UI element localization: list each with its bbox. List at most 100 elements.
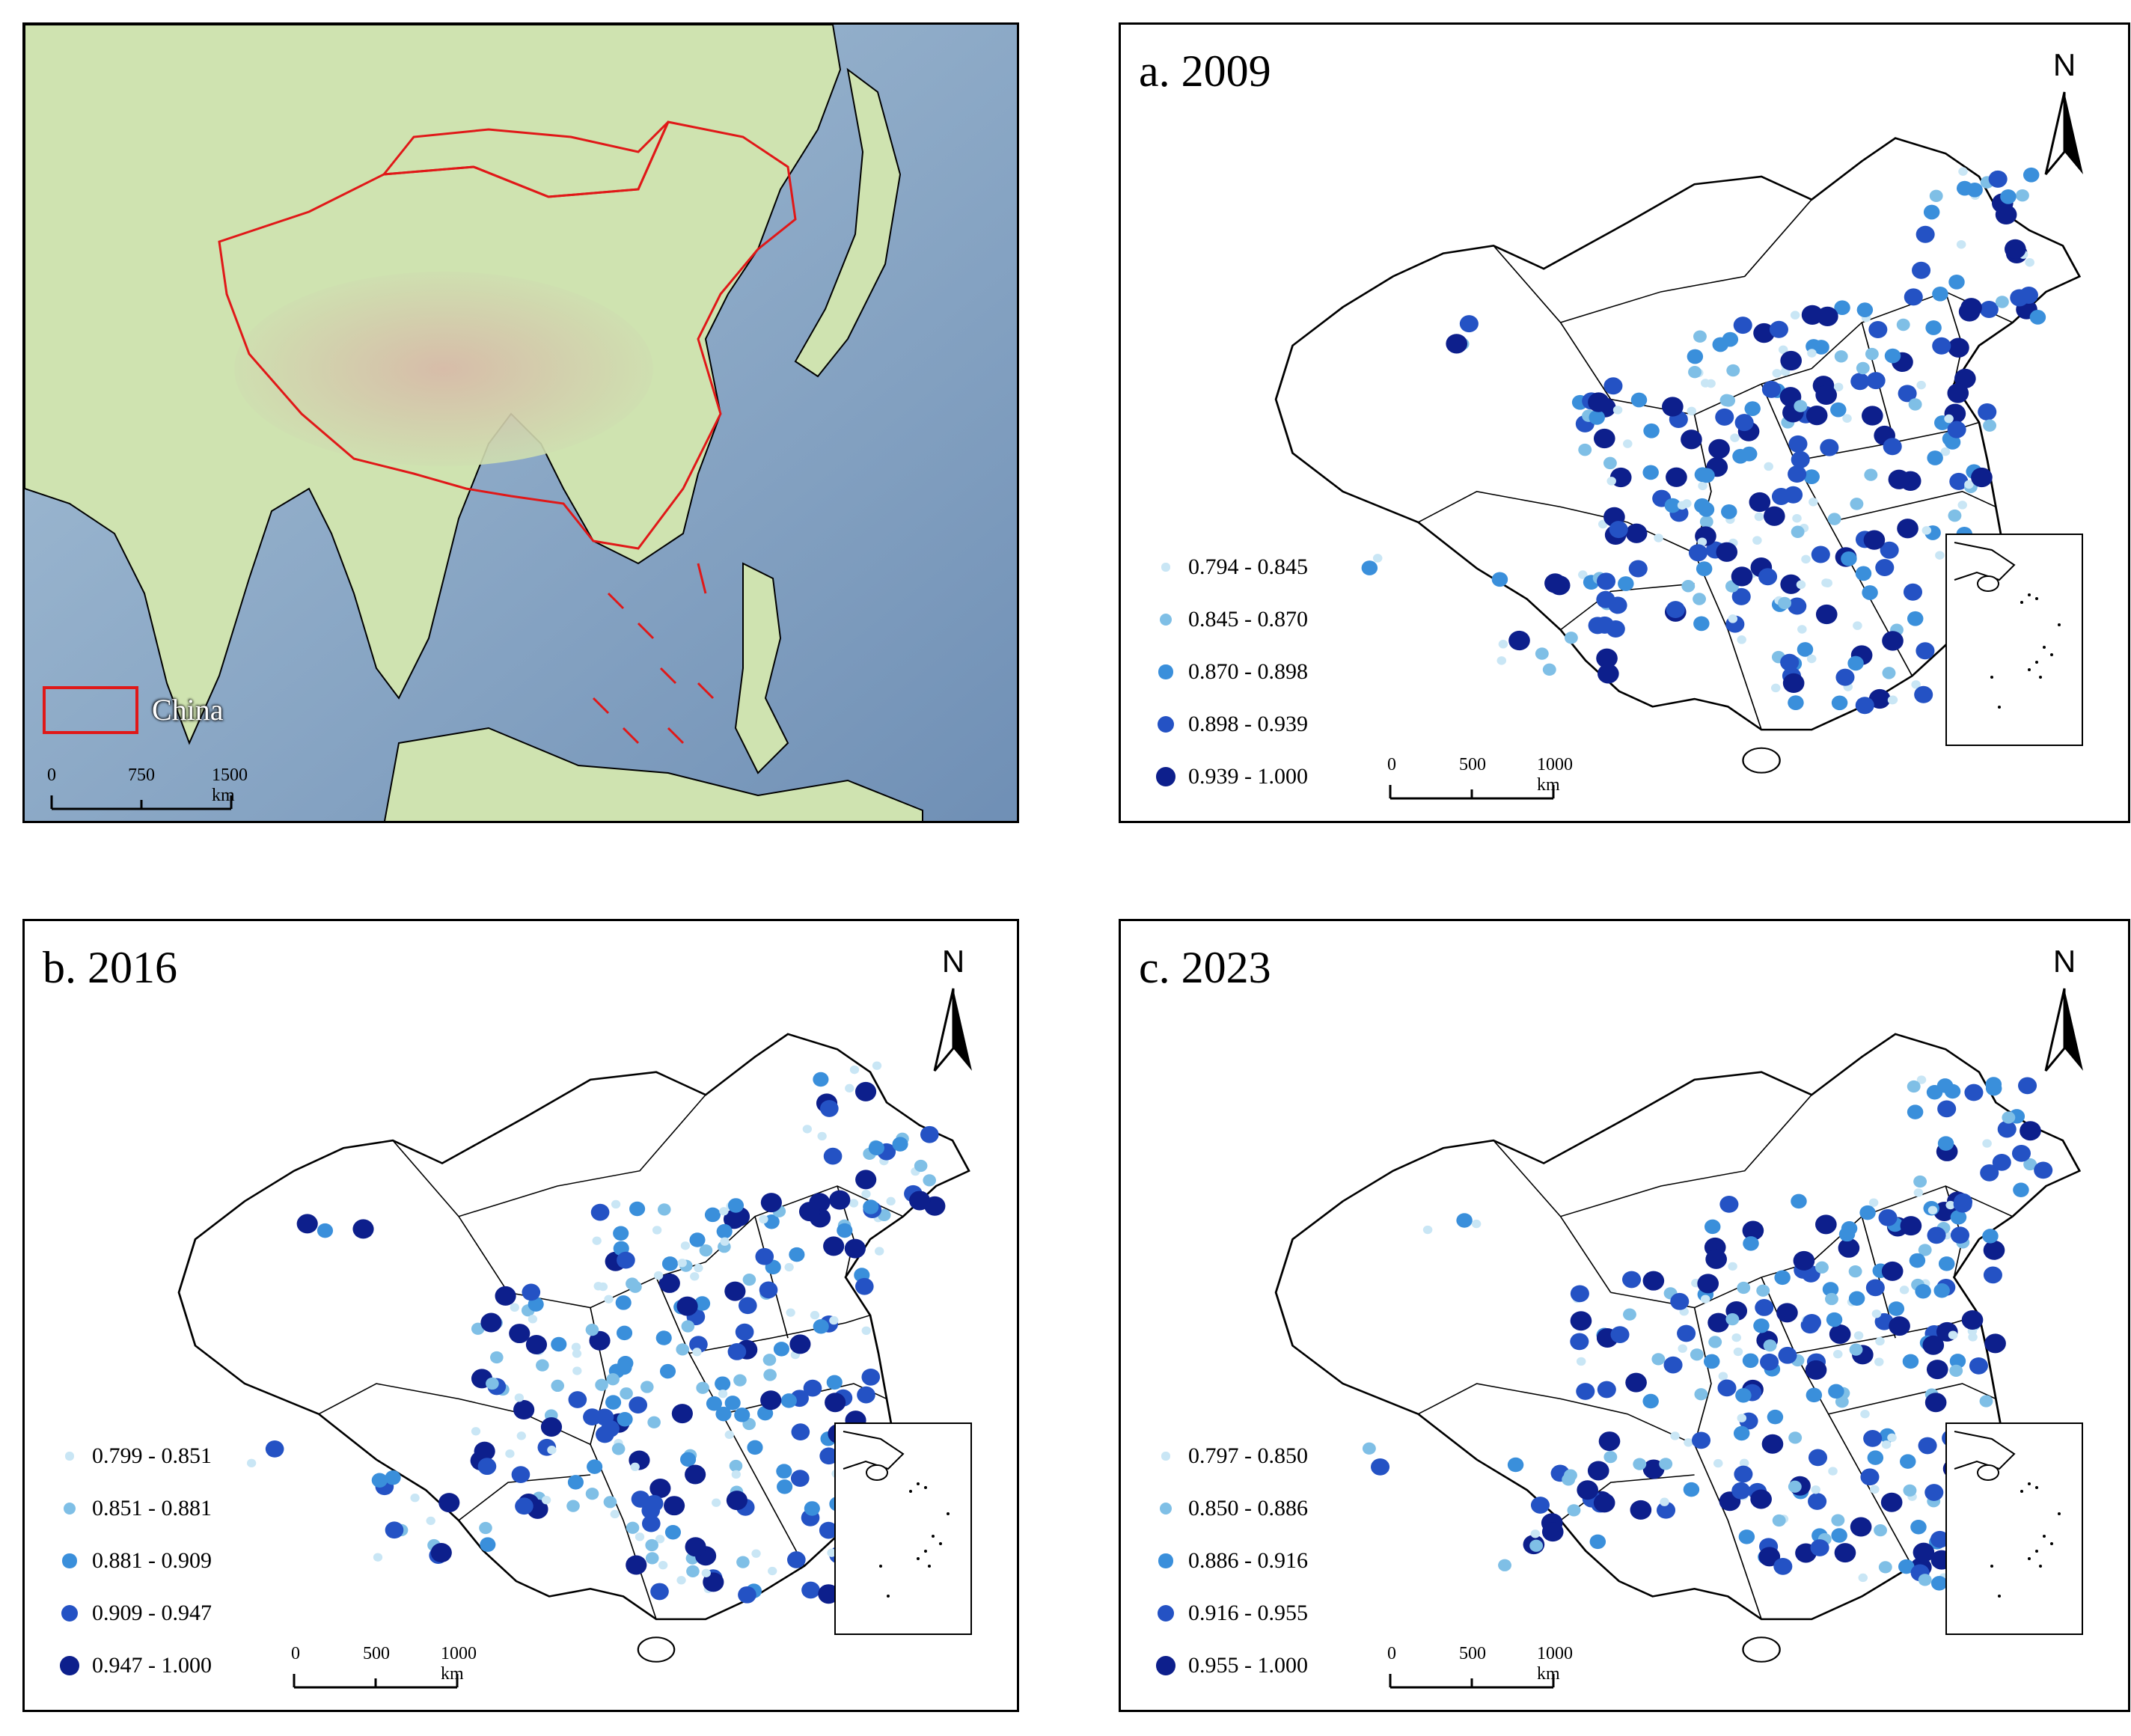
city-point xyxy=(650,1583,669,1601)
city-point xyxy=(1864,468,1878,481)
city-point xyxy=(1642,1393,1659,1409)
city-point xyxy=(716,1223,733,1239)
city-point xyxy=(1850,498,1864,510)
city-point xyxy=(686,1565,700,1577)
city-point xyxy=(704,1207,721,1223)
hainan-island xyxy=(1742,1636,1781,1663)
city-point xyxy=(1630,1500,1652,1520)
city-point xyxy=(1916,642,1935,660)
legend-label: 0.794 - 0.845 xyxy=(1188,554,1308,579)
city-point xyxy=(1874,1357,1884,1366)
city-point xyxy=(1691,1431,1711,1449)
city-point xyxy=(1950,1226,1970,1244)
city-point xyxy=(1788,435,1808,453)
city-point xyxy=(854,1081,877,1101)
city-point xyxy=(1964,480,1974,489)
city-point xyxy=(1588,392,1609,412)
city-point xyxy=(1964,1084,1984,1101)
legend-item: 0.797 - 0.850 xyxy=(1143,1430,1308,1482)
city-point xyxy=(664,1496,685,1516)
city-point xyxy=(525,1334,548,1354)
city-point xyxy=(819,1447,838,1465)
city-point xyxy=(1596,590,1615,608)
legend-label: 0.886 - 0.916 xyxy=(1188,1548,1308,1573)
city-point xyxy=(1832,1349,1843,1359)
city-point xyxy=(1371,1458,1390,1476)
city-point xyxy=(1651,1353,1666,1366)
city-point xyxy=(1697,537,1707,546)
city-point xyxy=(1737,1281,1751,1295)
city-point xyxy=(1791,525,1805,538)
city-point xyxy=(1681,430,1702,450)
legend-label: 0.845 - 0.870 xyxy=(1188,607,1308,632)
city-point xyxy=(1983,1266,2002,1284)
city-point xyxy=(1805,1360,1827,1380)
city-point xyxy=(1867,1450,1884,1465)
scale-label: 0 xyxy=(1387,755,1396,774)
city-point xyxy=(1880,1492,1903,1512)
panel-title: b. 2016 xyxy=(43,943,177,992)
city-point xyxy=(1656,1501,1676,1519)
city-point xyxy=(718,1390,728,1399)
city-point xyxy=(762,1354,777,1366)
city-point xyxy=(1881,1261,1904,1281)
city-point xyxy=(759,1281,778,1299)
city-point xyxy=(1767,1409,1784,1425)
city-point xyxy=(480,1537,496,1552)
choropleth-map-b xyxy=(177,1033,970,1663)
scale-label: 0 xyxy=(1387,1644,1396,1663)
city-point xyxy=(1577,1480,1599,1500)
city-point xyxy=(1982,1229,1999,1244)
city-point xyxy=(857,1386,875,1404)
city-point xyxy=(1735,1388,1752,1403)
city-point xyxy=(1610,1326,1630,1343)
city-point xyxy=(735,1323,754,1341)
city-point xyxy=(1830,402,1847,418)
city-point xyxy=(528,1315,538,1324)
city-point xyxy=(1772,1514,1786,1527)
city-point xyxy=(1856,302,1874,318)
legend-label: 0.799 - 0.851 xyxy=(92,1443,212,1468)
city-point xyxy=(734,1408,750,1422)
city-point xyxy=(1827,513,1841,525)
city-point xyxy=(426,1516,435,1526)
city-point xyxy=(733,1374,747,1387)
city-point xyxy=(763,1369,777,1381)
city-point xyxy=(1848,1291,1865,1306)
city-point xyxy=(2023,1158,2037,1171)
scale-label-0: 0 xyxy=(47,765,56,785)
city-point xyxy=(1815,1214,1837,1235)
city-point xyxy=(1730,433,1740,442)
city-point xyxy=(629,1396,648,1414)
city-point xyxy=(825,1393,846,1413)
city-point xyxy=(1863,530,1886,550)
city-point xyxy=(1422,1225,1433,1235)
city-point xyxy=(1764,462,1773,471)
province-border xyxy=(1417,1383,1695,1446)
city-point xyxy=(1797,642,1814,657)
city-point xyxy=(1625,1372,1647,1393)
city-point xyxy=(1916,1075,1927,1084)
north-arrow-icon: N xyxy=(920,944,987,1078)
city-point xyxy=(1875,559,1895,577)
city-point xyxy=(1980,1164,1999,1182)
city-point xyxy=(1696,561,1713,577)
legend: 0.794 - 0.845 0.845 - 0.870 0.870 - 0.898 0… xyxy=(1143,541,1308,803)
city-point xyxy=(551,1336,567,1352)
city-point xyxy=(2004,239,2026,259)
city-point xyxy=(1831,1514,1845,1526)
legend-item: 0.850 - 0.886 xyxy=(1143,1482,1308,1535)
province-border xyxy=(1560,583,1695,631)
city-point xyxy=(631,1491,650,1508)
legend: 0.799 - 0.851 0.851 - 0.881 0.881 - 0.909 0… xyxy=(47,1430,212,1692)
city-point xyxy=(1948,1330,1958,1339)
tibetan-plateau xyxy=(234,272,653,466)
city-point xyxy=(1642,1271,1665,1291)
province-border xyxy=(1417,491,1695,554)
city-point xyxy=(641,1515,661,1532)
city-point xyxy=(1858,1573,1868,1583)
city-point xyxy=(1738,1529,1755,1544)
city-point xyxy=(1677,1324,1696,1342)
city-point xyxy=(1570,1285,1589,1303)
city-point xyxy=(1880,541,1899,559)
